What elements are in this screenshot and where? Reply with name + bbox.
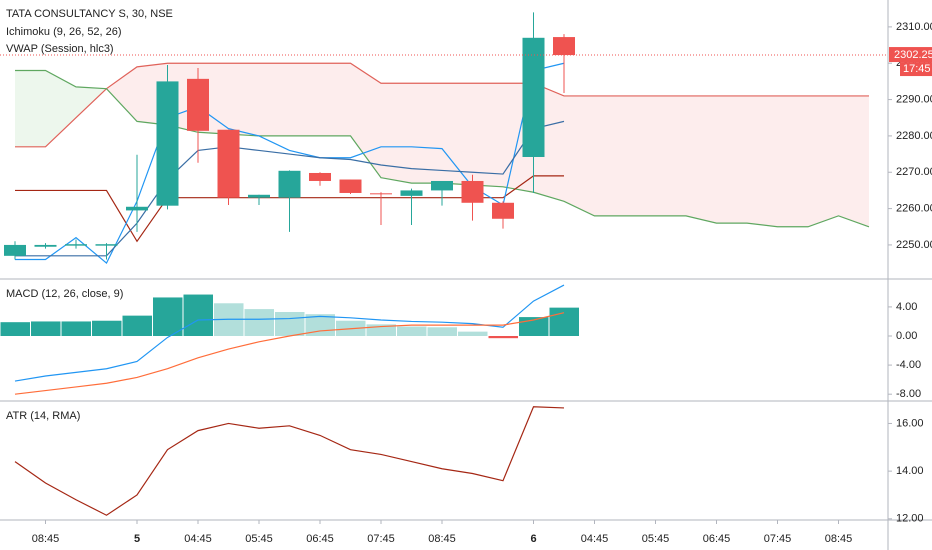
x-tick-label: 5 [134,533,140,545]
x-tick-label: 04:45 [184,533,212,545]
x-tick-label: 08:45 [32,533,60,545]
cloud [259,63,290,136]
cloud [655,95,686,216]
histogram-bar [31,321,61,336]
candle-body [95,244,118,246]
x-tick-label: 07:45 [367,533,395,545]
y-tick-label: 2260.00 [896,202,932,214]
candle-body [522,37,545,157]
cloud [320,63,351,136]
cloud [564,95,595,216]
indicator-legend: Ichimoku (9, 26, 52, 26) [6,26,122,38]
histogram-bar [244,309,274,336]
cloud [289,63,320,136]
y-tick-label: 12.00 [896,513,924,525]
y-tick-label: 2280.00 [896,130,932,142]
y-tick-label: -8.00 [896,388,921,400]
last-price-label: 2302.25 [894,49,932,61]
histogram-bar [61,321,91,336]
x-tick-label: 04:45 [581,533,609,545]
histogram-bar [458,331,488,336]
cloud [716,95,747,224]
indicator-line [15,62,869,148]
candle-body [461,180,484,203]
y-tick-label: 0.00 [896,330,917,342]
histogram-bar [153,297,183,336]
candle-body [187,78,209,131]
y-tick-label: 2270.00 [896,166,932,178]
cloud [625,95,656,216]
x-tick-label: 06:45 [306,533,334,545]
cloud [808,95,839,227]
y-tick-label: 16.00 [896,417,924,429]
pane-title: ATR (14, RMA) [6,410,80,422]
y-tick-label: 2250.00 [896,239,932,251]
cloud [411,83,442,184]
histogram-bar [122,315,152,336]
candle-body [217,129,240,198]
macd-line [14,284,565,382]
atr-line [14,406,565,516]
cloud [686,95,717,224]
candle-body [278,170,301,198]
y-tick-label: -4.00 [896,359,921,371]
cloud [381,83,412,184]
y-tick-label: 2310.00 [896,21,932,33]
x-tick-label: 05:45 [642,533,670,545]
cloud [747,95,778,227]
countdown-box [900,62,932,77]
cloud [15,70,46,147]
histogram-bar [366,324,396,336]
x-tick-label: 07:45 [764,533,792,545]
y-tick-label: 2290.00 [896,93,932,105]
candle-body [339,179,362,193]
cloud [106,66,137,122]
cloud [228,63,259,136]
pane-title: MACD (12, 26, close, 9) [6,288,123,300]
histogram-bar [549,307,579,336]
candle-body [400,190,423,196]
histogram-bar [0,322,30,336]
countdown-label: 17:45 [903,63,931,75]
cloud [838,95,869,227]
candle-body [553,37,575,56]
histogram-bar [183,294,213,336]
x-tick-label: 6 [530,533,536,545]
x-tick-label: 06:45 [703,533,731,545]
histogram-bar [92,320,122,336]
y-tick-label: 14.00 [896,465,924,477]
candle-body [370,193,392,195]
candle-body [248,194,270,198]
candle-body [431,180,453,191]
histogram-bar [488,336,518,339]
candle-body [126,206,148,211]
chart-title: TATA CONSULTANCY S, 30, NSE [6,8,173,20]
cloud [777,95,808,227]
candle-body [156,81,179,206]
y-tick-label: 4.00 [896,301,917,313]
histogram-bar [519,317,549,336]
cloud [45,70,76,147]
cloud [594,95,625,216]
candle-body [4,244,26,256]
candle-body [34,244,57,247]
x-tick-label: 05:45 [245,533,273,545]
candle-body [492,202,514,219]
x-tick-label: 08:45 [428,533,456,545]
histogram-bar [427,327,457,336]
candle-body [65,244,87,246]
macd-line [14,312,565,395]
cloud [472,83,503,187]
histogram-bar [397,326,427,336]
last-price-box [889,47,932,63]
x-tick-label: 08:45 [825,533,853,545]
histogram-bar [275,312,305,336]
candle-body [309,172,331,181]
cloud [442,83,473,185]
indicator-legend: VWAP (Session, hlc3) [6,43,114,55]
